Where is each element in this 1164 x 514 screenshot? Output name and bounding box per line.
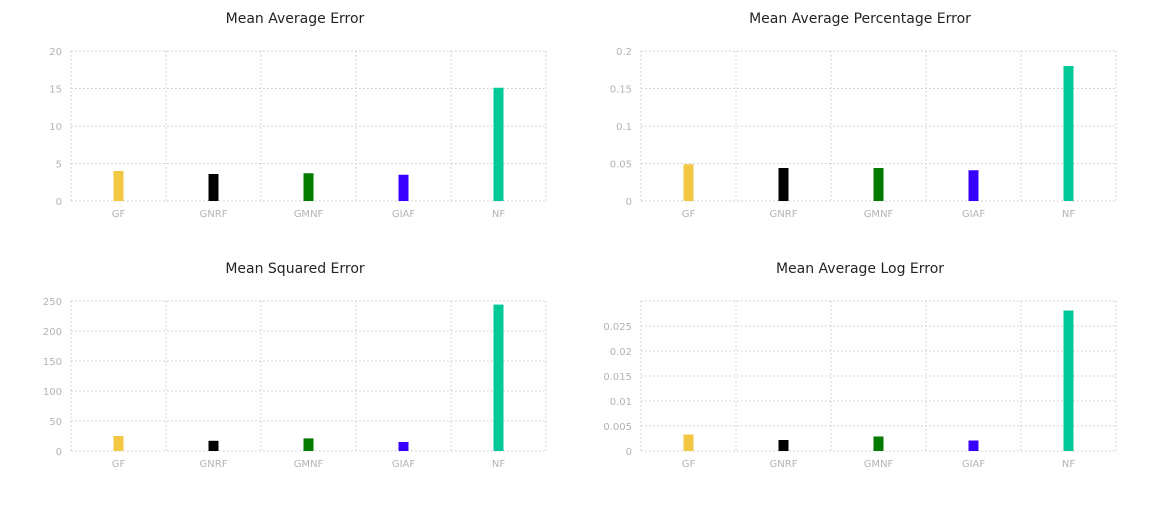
bar-gnrf[interactable] bbox=[208, 174, 219, 201]
x-tick-label: GIAF bbox=[962, 209, 986, 220]
y-tick-label: 0.15 bbox=[610, 85, 632, 96]
x-tick-label: NF bbox=[1062, 209, 1075, 220]
bar-nf[interactable] bbox=[493, 87, 504, 201]
y-tick-label: 10 bbox=[49, 122, 62, 133]
bar-nf[interactable] bbox=[1063, 310, 1074, 452]
x-tick-label: GIAF bbox=[392, 459, 416, 470]
bar-gmnf[interactable] bbox=[303, 173, 314, 201]
x-tick-label: GMNF bbox=[864, 459, 894, 470]
bar-gnrf[interactable] bbox=[208, 440, 219, 451]
x-tick-label: GMNF bbox=[294, 459, 324, 470]
chart-title: Mean Average Percentage Error bbox=[749, 11, 971, 27]
y-tick-label: 0 bbox=[56, 447, 62, 458]
y-tick-label: 0 bbox=[626, 197, 632, 208]
y-tick-label: 250 bbox=[43, 297, 62, 308]
x-tick-label: GNRF bbox=[770, 209, 798, 220]
chart-panel-mse: Mean Squared Error 0 50 100 150 200 250 GF GNRF… bbox=[30, 258, 560, 483]
y-tick-label: 5 bbox=[56, 160, 62, 171]
x-tick-label: GMNF bbox=[864, 209, 894, 220]
y-tick-label: 0 bbox=[626, 447, 632, 458]
chart-svg: 0 50 100 150 200 250 GF GNRF GMNF GIAF NF bbox=[43, 297, 547, 470]
x-tick-label: GF bbox=[112, 209, 126, 220]
y-tick-label: 150 bbox=[43, 357, 62, 368]
y-tick-label: 0.2 bbox=[616, 47, 632, 58]
bar-gf[interactable] bbox=[683, 434, 694, 452]
y-tick-label: 50 bbox=[49, 417, 62, 428]
y-tick-label: 0.01 bbox=[610, 397, 632, 408]
chart-title: Mean Average Error bbox=[225, 11, 365, 27]
x-tick-label: GNRF bbox=[200, 459, 228, 470]
bar-gmnf[interactable] bbox=[873, 436, 884, 452]
bar-gf[interactable] bbox=[113, 436, 124, 451]
bar-giaf[interactable] bbox=[398, 174, 409, 201]
chart-title: Mean Squared Error bbox=[225, 261, 365, 277]
y-tick-label: 0.015 bbox=[603, 372, 632, 383]
x-tick-label: GIAF bbox=[962, 459, 986, 470]
x-tick-label: GMNF bbox=[294, 209, 324, 220]
bar-giaf[interactable] bbox=[968, 440, 979, 452]
bar-nf[interactable] bbox=[1063, 66, 1074, 201]
bar-gnrf[interactable] bbox=[778, 168, 789, 201]
chart-svg: 0 0.05 0.1 0.15 0.2 GF GNRF GMNF GIAF NF bbox=[610, 47, 1117, 220]
x-tick-label: GF bbox=[682, 459, 696, 470]
bar-gf[interactable] bbox=[113, 171, 124, 201]
bar-gmnf[interactable] bbox=[873, 168, 884, 201]
y-tick-label: 100 bbox=[43, 387, 62, 398]
x-tick-label: GF bbox=[682, 209, 696, 220]
y-tick-label: 0.025 bbox=[603, 322, 632, 333]
bar-nf[interactable] bbox=[493, 304, 504, 451]
x-tick-label: GNRF bbox=[200, 209, 228, 220]
y-tick-label: 200 bbox=[43, 327, 62, 338]
chart-panel-mape: Mean Average Percentage Error 0 0.05 0.1 0.… bbox=[590, 8, 1130, 233]
x-tick-label: NF bbox=[492, 459, 505, 470]
chart-panel-male: Mean Average Log Error 0 0.005 0.01 0.015 0.… bbox=[590, 258, 1130, 483]
x-tick-label: GF bbox=[112, 459, 126, 470]
bar-gmnf[interactable] bbox=[303, 438, 314, 451]
bar-giaf[interactable] bbox=[968, 170, 979, 201]
bar-gnrf[interactable] bbox=[778, 440, 789, 451]
chart-svg: 0 5 10 15 20 GF GNRF GMNF GIAF NF bbox=[49, 47, 547, 220]
y-tick-label: 0.1 bbox=[616, 122, 632, 133]
x-tick-label: NF bbox=[1062, 459, 1075, 470]
y-tick-label: 0.02 bbox=[610, 347, 632, 358]
x-tick-label: GNRF bbox=[770, 459, 798, 470]
y-tick-label: 20 bbox=[49, 47, 62, 58]
chart-title: Mean Average Log Error bbox=[775, 261, 945, 277]
bar-gf[interactable] bbox=[683, 164, 694, 201]
y-tick-label: 0.005 bbox=[603, 422, 632, 433]
x-tick-label: NF bbox=[492, 209, 505, 220]
y-tick-label: 15 bbox=[49, 85, 62, 96]
chart-svg: 0 0.005 0.01 0.015 0.02 0.025 GF GNRF GMNF GIAF NF bbox=[603, 300, 1117, 470]
bar-giaf[interactable] bbox=[398, 442, 409, 451]
chart-panel-mae: Mean Average Error 0 5 10 15 20 GF GNRF GMNF GIA… bbox=[30, 8, 560, 233]
y-tick-label: 0.05 bbox=[610, 160, 632, 171]
x-tick-label: GIAF bbox=[392, 209, 416, 220]
y-tick-label: 0 bbox=[56, 197, 62, 208]
